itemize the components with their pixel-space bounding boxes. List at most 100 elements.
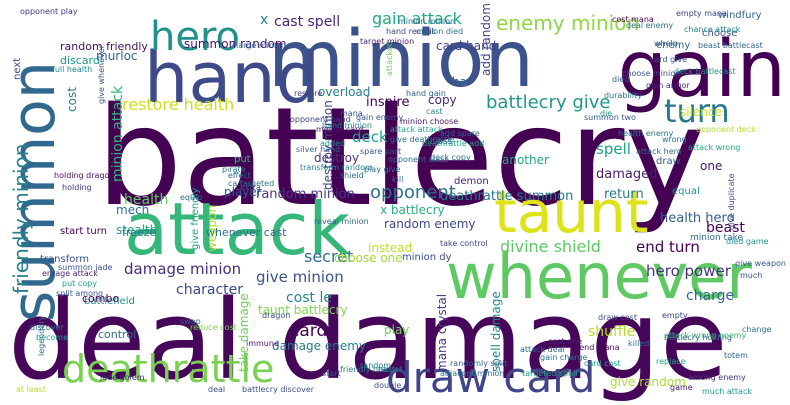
cloud-word: deal damage — [8, 276, 728, 404]
cloud-word: reduce cost — [190, 323, 237, 332]
cloud-word: give friendly — [190, 188, 201, 250]
cloud-word: instead — [368, 241, 412, 255]
cloud-word: enemy minion — [496, 11, 639, 35]
cloud-word: destroy — [314, 151, 359, 165]
cloud-word: empty — [662, 311, 688, 320]
cloud-word: weapon — [205, 205, 219, 252]
cloud-word: discover — [30, 323, 64, 332]
cloud-word: chance attack — [684, 25, 741, 34]
cloud-word: deck battlecast — [674, 67, 736, 76]
cloud-word: taunt — [494, 178, 649, 246]
cloud-word: cost le — [286, 290, 332, 306]
cloud-word: one — [700, 159, 722, 173]
cloud-word: combo — [82, 292, 119, 305]
cloud-word: spare part — [360, 147, 401, 156]
cloud-word: spell damage — [489, 291, 503, 372]
cloud-word: change — [742, 325, 772, 334]
cloud-word: restore — [294, 89, 322, 98]
cloud-word: play give — [364, 165, 401, 174]
cloud-word: opponent class — [388, 155, 449, 164]
cloud-word: end turn — [636, 238, 700, 256]
cloud-word: card hand — [436, 39, 496, 53]
cloud-word: battlecry holding — [664, 333, 732, 342]
cloud-word: shuffle — [588, 324, 635, 340]
cloud-word: destroy minion — [321, 100, 335, 190]
cloud-word: control — [98, 328, 136, 341]
cloud-word: target minion — [360, 37, 414, 46]
cloud-word: ca targeted — [228, 179, 274, 188]
cloud-word: hand — [144, 37, 320, 119]
cloud-word: attacked — [385, 41, 394, 76]
cloud-word: deal enemy — [626, 21, 673, 30]
cloud-word: immune — [246, 339, 279, 348]
cloud-word: cast spell — [274, 14, 340, 30]
cloud-word: demon — [454, 176, 489, 187]
cloud-word: taunt battlecry — [258, 303, 348, 317]
cloud-word: freeze — [122, 226, 156, 239]
cloud-word: restore health — [122, 95, 234, 114]
cloud-word: minion attack — [110, 85, 126, 182]
cloud-word: totem — [724, 351, 748, 360]
cloud-word: secret — [304, 247, 353, 266]
cloud-word: give whenever — [97, 44, 106, 104]
cloud-word: give duplicate — [727, 173, 736, 230]
cloud-word: extra — [240, 183, 261, 192]
cloud-word: targeted spell — [522, 369, 577, 378]
cloud-word: minion minion — [398, 17, 455, 26]
cloud-word: class — [430, 137, 453, 147]
cloud-word: minion died — [416, 27, 463, 36]
cloud-word: damaged — [596, 167, 657, 182]
cloud-word: adjacent minion — [440, 369, 504, 378]
cloud-word: hand gain — [406, 89, 446, 98]
cloud-word: equip — [180, 193, 202, 202]
cloud-word: added — [320, 139, 345, 148]
cloud-word: much attack — [702, 387, 752, 396]
cloud-word: put — [234, 154, 251, 165]
cloud-word: summon — [0, 61, 69, 322]
cloud-word: wrong — [662, 135, 687, 144]
cloud-word: deathrattle add — [422, 139, 484, 148]
cloud-word: jade golem — [99, 373, 145, 382]
cloud-word: start — [322, 369, 341, 378]
cloud-word: reveal minion — [314, 217, 369, 226]
cloud-word: randomly split — [450, 359, 507, 368]
cloud-word: discard — [60, 54, 100, 67]
cloud-word: died — [612, 75, 629, 84]
cloud-word: give minion — [256, 268, 344, 286]
cloud-word: whelp — [654, 39, 678, 48]
cloud-word: draw cost — [598, 313, 637, 322]
cloud-word: damage minion — [124, 260, 241, 278]
cloud-word: random enemy — [384, 217, 476, 231]
cloud-word: gain armor — [646, 81, 691, 90]
cloud-word: attack attack — [390, 125, 443, 134]
cloud-word: summon two — [584, 113, 636, 122]
cloud-word: minion — [268, 15, 534, 105]
cloud-word: gain — [618, 25, 786, 115]
cloud-word: transform — [40, 254, 89, 265]
cloud-word: start turn — [60, 226, 107, 237]
cloud-word: attack hero — [636, 147, 682, 156]
cloud-word: choose — [702, 28, 737, 39]
cloud-word: swap — [180, 317, 201, 326]
cloud-word: dragon — [262, 311, 290, 320]
cloud-word: whenever cast — [206, 226, 287, 239]
cloud-word: replace — [656, 357, 686, 366]
cloud-word: x — [260, 12, 268, 28]
cloud-word: play — [384, 323, 409, 337]
cloud-word: silence — [680, 105, 722, 119]
cloud-word: mana crystal — [435, 294, 449, 372]
cloud-word: become — [36, 333, 68, 342]
cloud-word: overload — [318, 85, 370, 99]
cloud-word: empty mana — [676, 9, 727, 18]
cloud-word: attack — [124, 187, 350, 271]
cloud-word: next — [12, 58, 23, 80]
cloud-word: kill — [392, 175, 403, 184]
cloud-word: silver hand — [296, 145, 340, 154]
cloud-word: x battlecry — [380, 203, 445, 217]
cloud-word: draw card — [386, 353, 595, 402]
cloud-word: hand minion — [322, 121, 372, 130]
cloud-word: battlecry discover — [242, 385, 315, 394]
cloud-word: health enemy — [618, 129, 674, 138]
cloud-word: spell — [596, 140, 631, 158]
cloud-word: divine shield — [500, 237, 601, 256]
